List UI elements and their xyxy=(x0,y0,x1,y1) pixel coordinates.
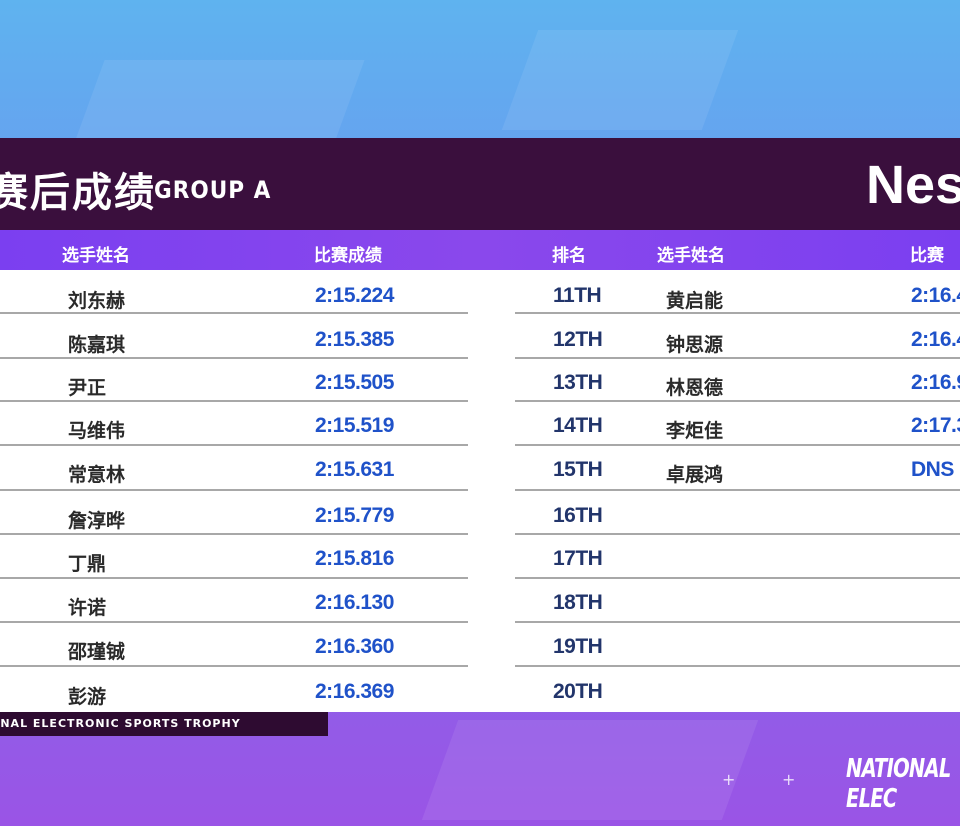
row-divider xyxy=(515,312,960,314)
left-player-name: 丁鼎 xyxy=(68,553,107,575)
left-player-name: 詹淳晔 xyxy=(68,510,126,532)
background-stripe xyxy=(75,60,365,140)
right-rank: 17TH xyxy=(553,547,603,570)
right-player-result: 2:16.9 xyxy=(911,371,960,394)
row-divider xyxy=(515,577,960,579)
left-player-result: 2:15.505 xyxy=(315,371,394,394)
brand-logo-text: Nes xyxy=(866,155,960,215)
right-result-header: 比赛成 xyxy=(910,246,944,291)
row-divider xyxy=(515,444,960,446)
left-player-result: 2:15.519 xyxy=(315,414,394,437)
right-player-name: 林恩德 xyxy=(666,377,724,399)
row-divider xyxy=(0,357,468,359)
row-divider xyxy=(515,533,960,535)
left-player-name: 许诺 xyxy=(68,597,107,619)
left-player-name: 常意林 xyxy=(68,464,126,486)
right-rank: 18TH xyxy=(553,591,603,614)
row-divider xyxy=(515,489,960,491)
sparkle-icon: + xyxy=(722,770,736,789)
row-divider xyxy=(0,312,468,314)
right-rank: 20TH xyxy=(553,680,603,703)
right-player-result: DNS xyxy=(911,458,954,481)
left-name-header: 选手姓名 xyxy=(62,246,130,266)
left-player-name: 彭游 xyxy=(68,686,107,708)
right-player-name: 钟思源 xyxy=(666,334,724,356)
right-rank: 12TH xyxy=(553,328,603,351)
footer-strip xyxy=(0,712,328,736)
results-table xyxy=(0,230,960,712)
event-watermark: NATIONAL ELEC xyxy=(846,754,951,814)
left-player-name: 邵瑾铖 xyxy=(68,641,126,663)
left-player-result: 2:15.816 xyxy=(315,547,394,570)
footer-text: ONAL ELECTRONIC SPORTS TROPHY xyxy=(0,717,241,730)
row-divider xyxy=(0,621,468,623)
left-player-name: 马维伟 xyxy=(68,420,126,442)
left-player-result: 2:16.360 xyxy=(315,635,394,658)
right-player-result: 2:16.4 xyxy=(911,328,960,351)
right-rank: 16TH xyxy=(553,504,603,527)
right-rank: 11TH xyxy=(553,284,602,307)
background-stripe xyxy=(421,720,759,820)
row-divider xyxy=(515,621,960,623)
right-rank: 19TH xyxy=(553,635,603,658)
right-name-header: 选手姓名 xyxy=(657,246,725,266)
left-player-result: 2:16.369 xyxy=(315,680,394,703)
right-player-name: 卓展鸿 xyxy=(666,464,724,486)
right-player-result: 2:17.3 xyxy=(911,414,960,437)
right-rank: 13TH xyxy=(553,371,603,394)
left-player-result: 2:16.130 xyxy=(315,591,394,614)
row-divider xyxy=(0,533,468,535)
right-rank: 15TH xyxy=(553,458,603,481)
row-divider xyxy=(515,665,960,667)
sparkle-icon: + xyxy=(782,770,796,789)
left-result-header: 比赛成绩 xyxy=(314,246,382,266)
left-player-name: 陈嘉琪 xyxy=(68,334,126,356)
left-player-result: 2:15.385 xyxy=(315,328,394,351)
row-divider xyxy=(0,400,468,402)
row-divider xyxy=(0,665,468,667)
right-player-name: 黄启能 xyxy=(666,290,724,312)
group-label: GROUP A xyxy=(154,176,272,204)
left-player-name: 尹正 xyxy=(68,377,107,399)
background-stripe xyxy=(501,30,739,130)
title-banner xyxy=(0,138,960,230)
row-divider xyxy=(0,489,468,491)
row-divider xyxy=(0,577,468,579)
right-rank-header: 排名 xyxy=(552,246,586,266)
row-divider xyxy=(0,444,468,446)
left-player-result: 2:15.224 xyxy=(315,284,394,307)
right-rank: 14TH xyxy=(553,414,603,437)
row-divider xyxy=(515,400,960,402)
right-player-name: 李炬佳 xyxy=(666,420,724,442)
left-player-result: 2:15.779 xyxy=(315,504,394,527)
left-player-result: 2:15.631 xyxy=(315,458,394,481)
table-header xyxy=(0,230,960,270)
left-player-name: 刘东赫 xyxy=(68,290,126,312)
row-divider xyxy=(515,357,960,359)
right-player-result: 2:16.4 xyxy=(911,284,960,307)
page-title: 赛后成绩 xyxy=(0,170,156,216)
